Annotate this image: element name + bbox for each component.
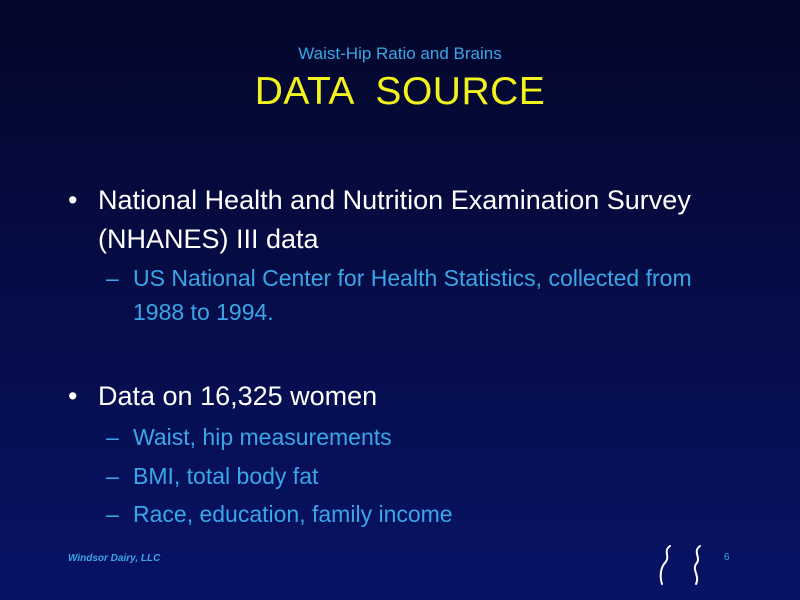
- bullet-item: • Data on 16,325 women: [68, 377, 748, 416]
- sub-bullet-text: Waist, hip measurements: [133, 424, 392, 450]
- footer-company: Windsor Dairy, LLC: [68, 553, 161, 564]
- page-number: 6: [724, 552, 730, 563]
- sub-bullet-marker: –: [106, 462, 119, 489]
- bullet-marker: •: [68, 185, 78, 215]
- bullet-group: • National Health and Nutrition Examinat…: [68, 181, 748, 329]
- sub-bullet-item: – Waist, hip measurements: [68, 418, 748, 457]
- sub-bullet-item: – US National Center for Health Statisti…: [68, 261, 748, 329]
- sub-bullet-item: – Race, education, family income: [68, 495, 748, 534]
- sub-bullet-item: – BMI, total body fat: [68, 457, 748, 496]
- sub-bullet-text: BMI, total body fat: [133, 462, 319, 489]
- hourglass-curves-icon: [659, 545, 701, 585]
- bullet-group: • Data on 16,325 women – Waist, hip meas…: [68, 377, 748, 534]
- sub-bullet-marker: –: [106, 424, 119, 450]
- sub-bullet-text: Race, education, family income: [133, 501, 453, 527]
- bullet-item: • National Health and Nutrition Examinat…: [68, 181, 748, 259]
- bullet-text: National Health and Nutrition Examinatio…: [98, 185, 691, 254]
- bullet-text: Data on 16,325 women: [98, 381, 378, 411]
- sub-bullet-list: – Waist, hip measurements – BMI, total b…: [68, 418, 748, 534]
- slide-title: DATA SOURCE: [254, 70, 546, 113]
- sub-bullet-list: – US National Center for Health Statisti…: [68, 261, 748, 329]
- sub-bullet-marker: –: [106, 265, 119, 291]
- sub-bullet-marker: –: [106, 501, 119, 527]
- slide-subtitle: Waist-Hip Ratio and Brains: [298, 44, 502, 63]
- bullet-marker: •: [68, 381, 78, 411]
- sub-bullet-text: US National Center for Health Statistics…: [133, 265, 692, 325]
